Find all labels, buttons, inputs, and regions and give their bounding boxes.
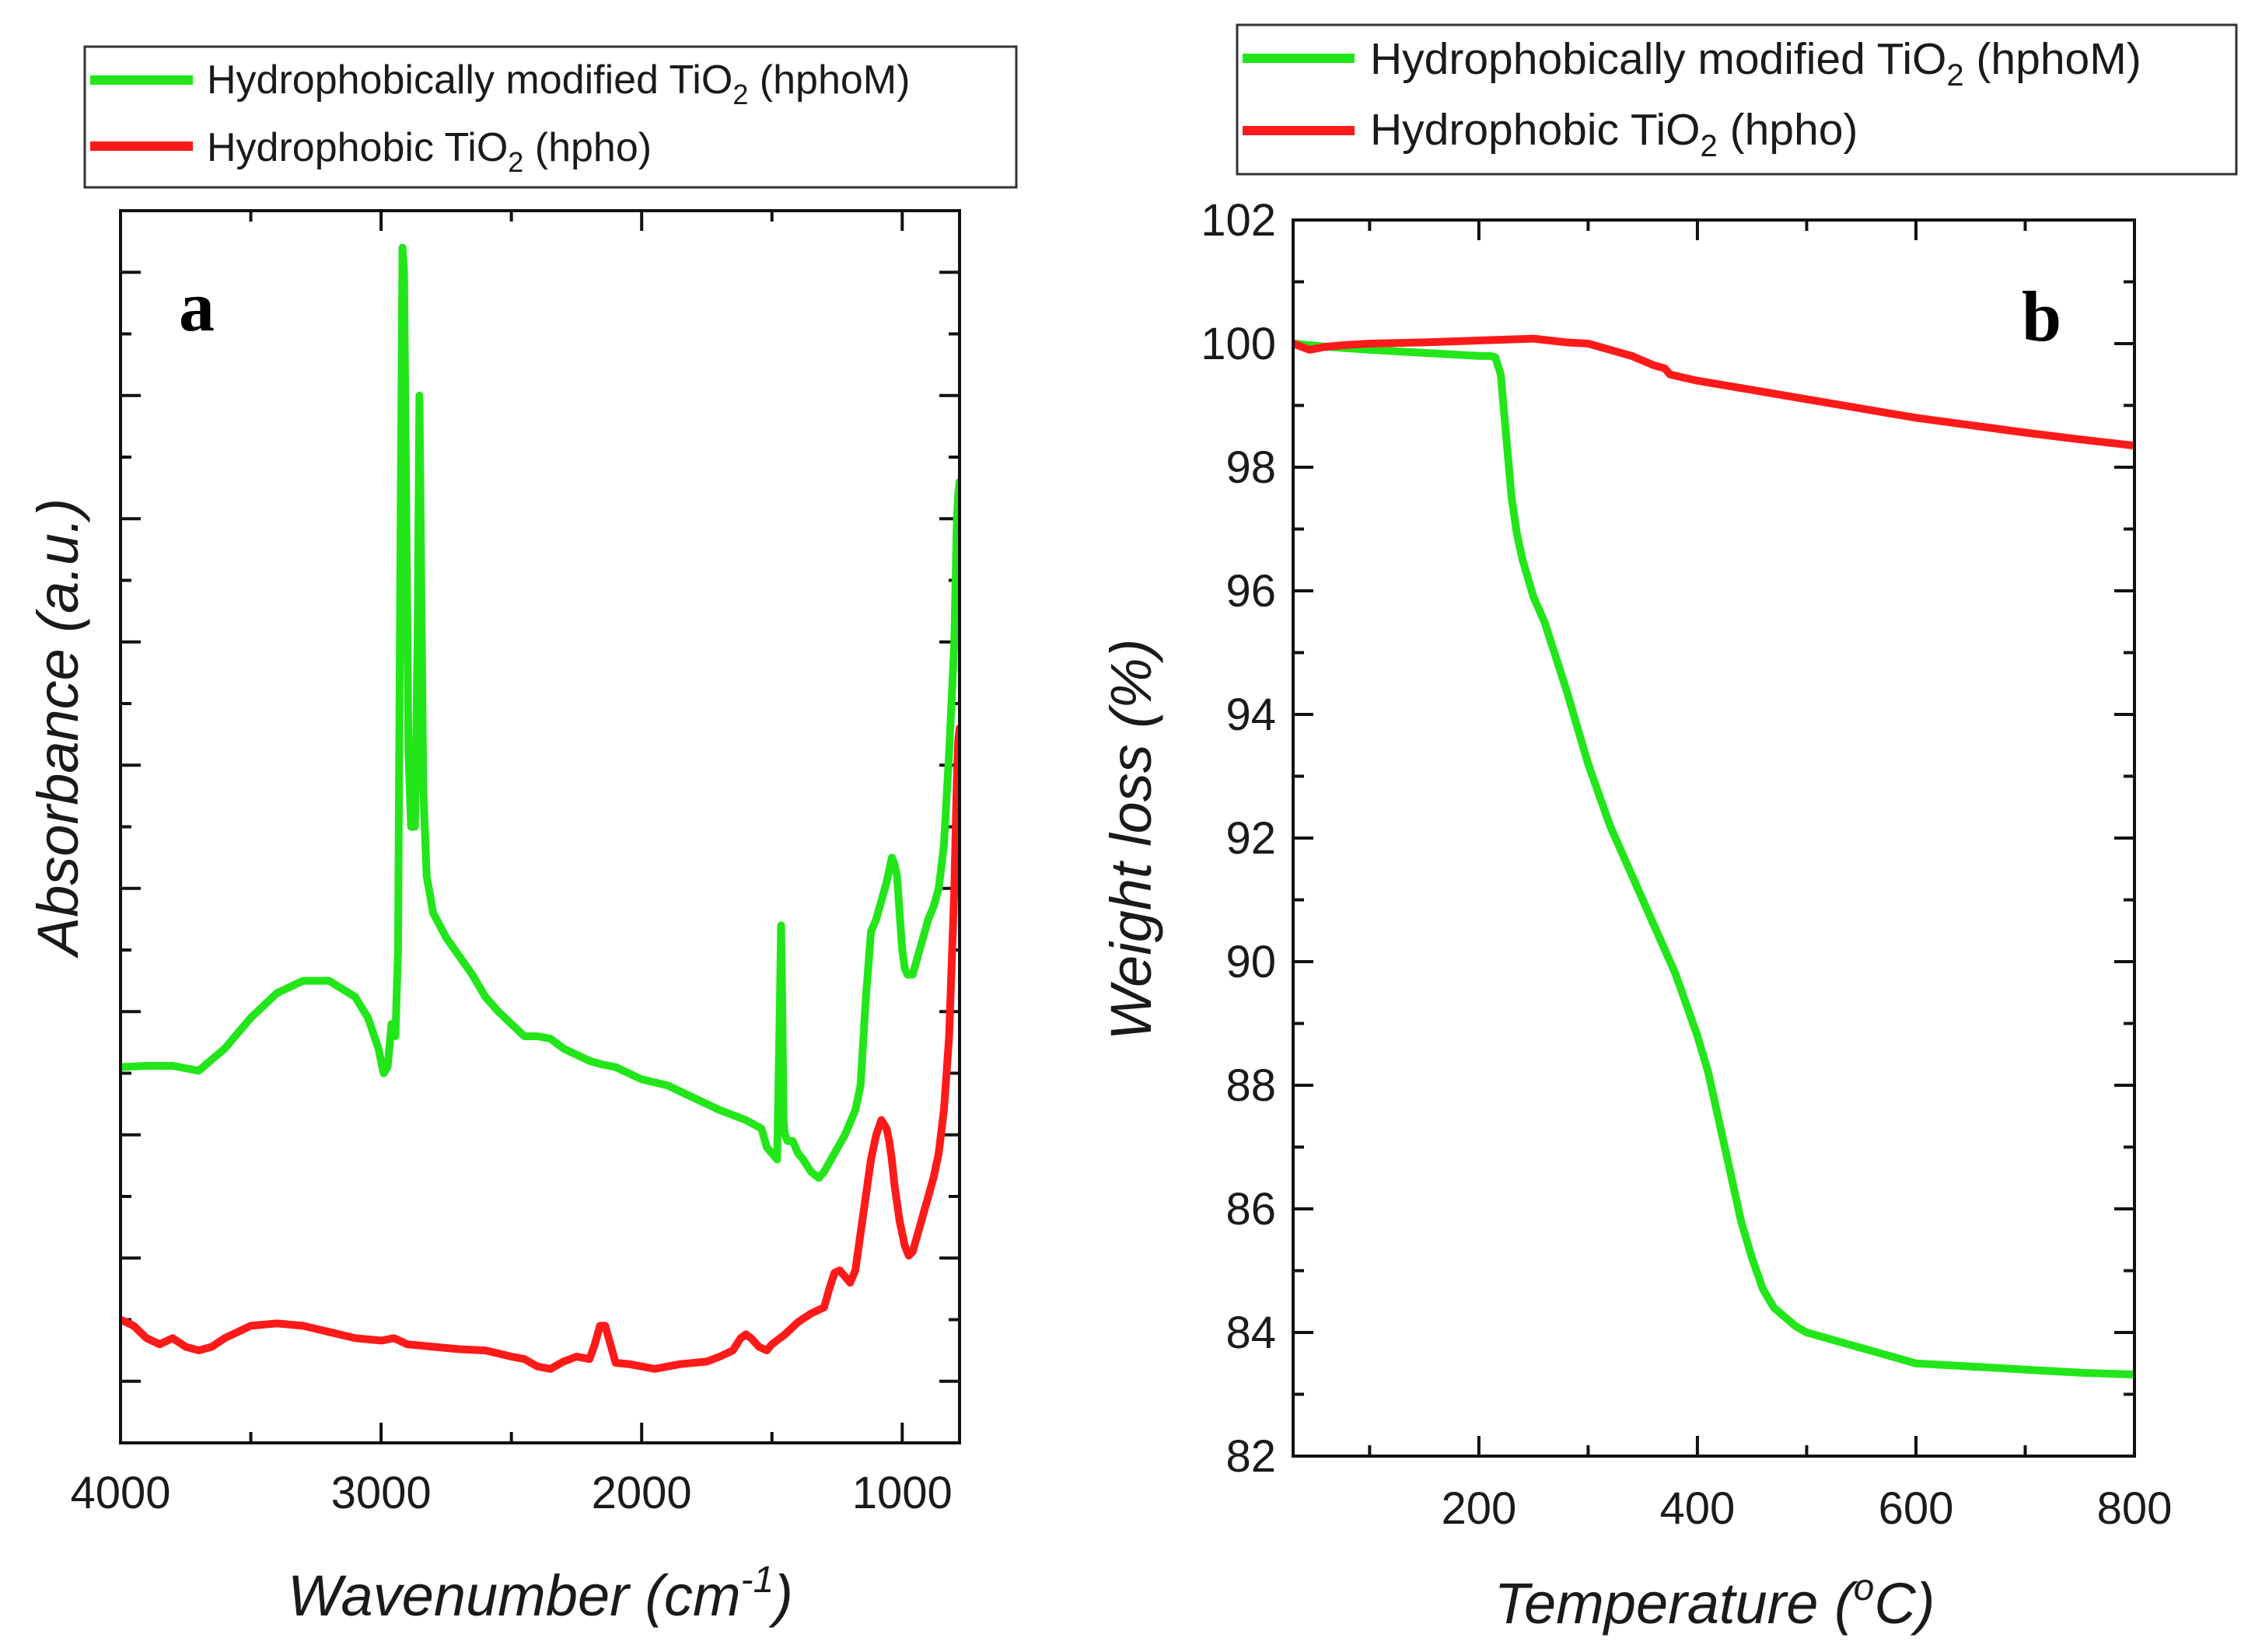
x-tick-labels-b: 200 400 600 800 xyxy=(1441,1483,2172,1534)
y-tick-label-b: 94 xyxy=(1225,690,1276,740)
y-tick-label-b: 88 xyxy=(1225,1060,1276,1111)
y-tick-label-b: 86 xyxy=(1225,1184,1276,1235)
x-tick-label-b: 800 xyxy=(2097,1483,2173,1534)
legend-a-frame xyxy=(83,45,1018,189)
x-axis-title-b: Temperature (oC) xyxy=(1495,1567,1935,1636)
plot-frame-a xyxy=(119,209,961,1444)
x-tick-label-b: 600 xyxy=(1879,1483,1954,1534)
ticks-b xyxy=(1293,218,2136,1458)
y-tick-label-b: 100 xyxy=(1201,319,1276,369)
series-line-b-hphoM xyxy=(1295,340,2133,1379)
x-tick-label-a: 1000 xyxy=(852,1468,953,1518)
y-tick-label-b: 96 xyxy=(1225,566,1276,616)
y-axis-title-b: Weight loss (%) xyxy=(1099,639,1163,1041)
legend-b-label-hphoM: Hydrophobically modified TiO2 (hphoM) xyxy=(1370,34,2141,93)
panel-a: Hydrophobically modified TiO2 (hphoM) Hy… xyxy=(26,45,1018,1628)
x-tick-label-a: 4000 xyxy=(70,1468,170,1518)
panel-b: Hydrophobically modified TiO2 (hphoM) Hy… xyxy=(1099,23,2238,1636)
x-tick-labels-a: 4000 3000 2000 1000 xyxy=(70,1468,952,1518)
panel-letter-b: b xyxy=(2022,277,2061,356)
y-tick-label-b: 90 xyxy=(1225,937,1276,987)
y-tick-label-b: 92 xyxy=(1225,813,1276,864)
x-axis-title-a: Wavenumber (cm-1) xyxy=(288,1559,793,1628)
series-line-a-hphoM xyxy=(122,243,958,1182)
plot-frame-b xyxy=(1292,218,2136,1458)
y-tick-label-b: 98 xyxy=(1225,442,1276,493)
series-line-b-hpho xyxy=(1295,334,2133,450)
y-tick-label-b: 82 xyxy=(1225,1431,1276,1482)
y-axis-title-a: Absorbance (a.u.) xyxy=(26,498,90,959)
legend-b: Hydrophobically modified TiO2 (hphoM) Hy… xyxy=(1236,23,2238,176)
series-line-a-hpho xyxy=(122,725,958,1373)
x-tick-label-a: 3000 xyxy=(331,1468,432,1518)
legend-b-frame xyxy=(1236,23,2238,176)
x-tick-label-b: 200 xyxy=(1441,1483,1516,1534)
x-tick-label-b: 400 xyxy=(1660,1483,1736,1534)
legend-a-label-hphoM: Hydrophobically modified TiO2 (hphoM) xyxy=(207,58,910,110)
x-tick-label-a: 2000 xyxy=(592,1468,692,1518)
panel-letter-a: a xyxy=(179,267,215,346)
ticks-a xyxy=(119,211,960,1443)
y-tick-label-b: 84 xyxy=(1225,1308,1276,1358)
y-tick-labels-b: 82 84 86 88 90 92 94 96 98 100 102 xyxy=(1201,195,1276,1482)
y-tick-label-b: 102 xyxy=(1201,195,1276,246)
legend-a-label-hpho: Hydrophobic TiO2 (hpho) xyxy=(207,125,652,178)
legend-b-label-hpho: Hydrophobic TiO2 (hpho) xyxy=(1370,105,1858,163)
legend-a: Hydrophobically modified TiO2 (hphoM) Hy… xyxy=(83,45,1018,189)
